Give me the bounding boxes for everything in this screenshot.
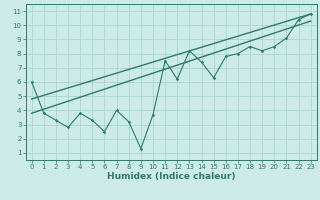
Point [199, 61, 204, 64]
Point [308, 12, 313, 16]
Point [223, 55, 228, 58]
Point [296, 18, 301, 21]
Point [187, 49, 192, 52]
Point [175, 78, 180, 81]
Point [260, 49, 265, 52]
Point [272, 45, 277, 48]
Point [138, 147, 143, 150]
Point [114, 109, 119, 112]
Point [66, 126, 71, 129]
Point [247, 45, 252, 48]
Point [163, 59, 168, 62]
Point [236, 52, 241, 55]
Point [90, 119, 95, 122]
X-axis label: Humidex (Indice chaleur): Humidex (Indice chaleur) [107, 172, 236, 181]
Point [53, 119, 59, 122]
Point [29, 80, 34, 84]
Point [102, 130, 107, 133]
Point [211, 76, 216, 79]
Point [78, 112, 83, 115]
Point [284, 36, 289, 40]
Point [126, 120, 131, 123]
Point [150, 113, 156, 116]
Point [41, 112, 46, 115]
